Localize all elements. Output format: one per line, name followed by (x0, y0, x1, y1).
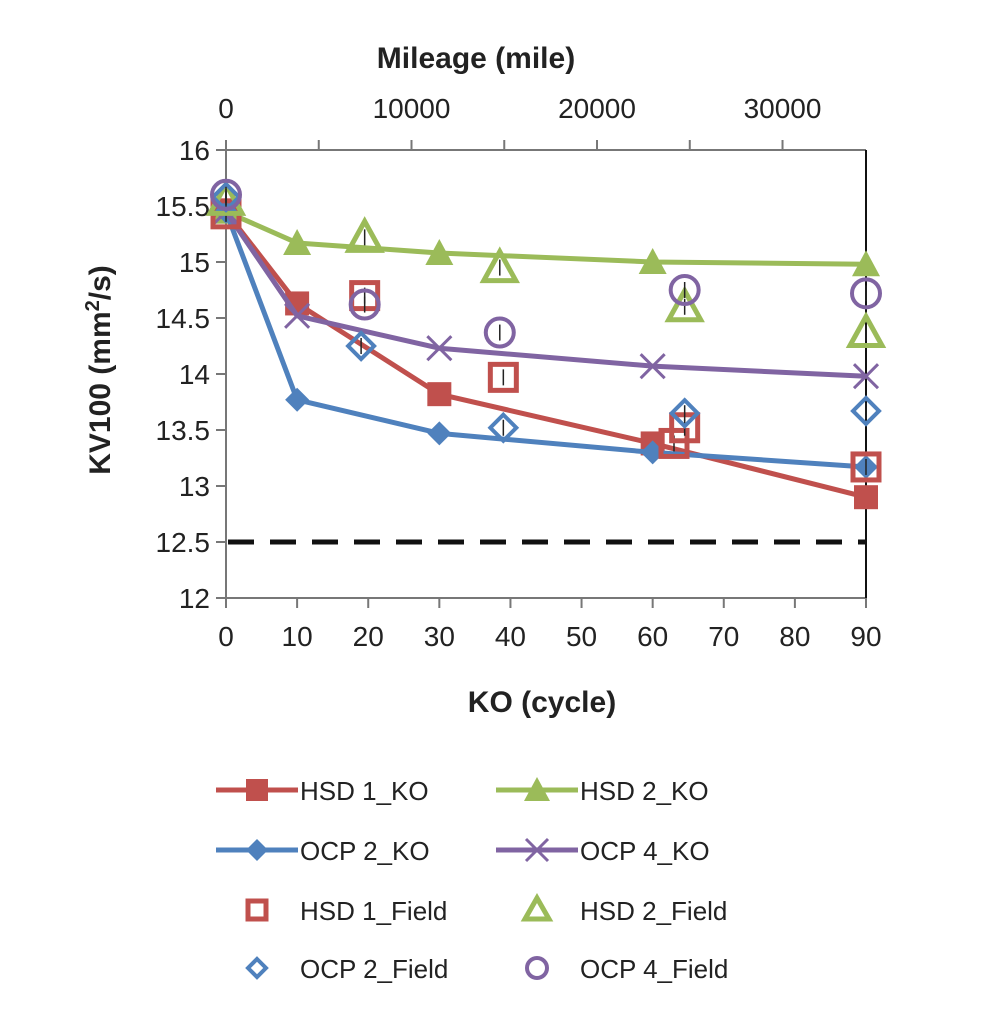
y-tick-label: 13 (179, 471, 210, 502)
ocp-2-ko-line (223, 210, 867, 470)
ocp-4-field-point (850, 277, 882, 310)
x2-tick-label: 10000 (373, 93, 451, 124)
x-tick-label: 20 (353, 621, 384, 652)
y-axis-title: KV100 (mm2/s) (82, 265, 117, 475)
x-tick-label: 90 (850, 621, 881, 652)
legend-marker-hsd-2-ko (524, 777, 550, 801)
legend-label-ocp-2-field: OCP 2_Field (300, 954, 448, 984)
legend-marker-hsd-1-ko (246, 779, 268, 801)
ocp-4-ko-point (284, 302, 311, 329)
ocp-2-ko-point (285, 387, 310, 412)
ocp-4-ko-line (223, 210, 867, 379)
hsd-2-ko-point (283, 228, 312, 255)
x2-axis-title: Mileage (mile) (377, 42, 575, 75)
ocp-2-ko-point (427, 421, 452, 446)
legend-marker-hsd-1-field (245, 898, 269, 922)
legend-marker-ocp-2-ko (246, 839, 268, 861)
hsd-1-ko-point (854, 485, 878, 510)
y-tick-label: 15.5 (156, 191, 211, 222)
plot-area: 12 12.5 13 13.5 14 14.5 15 15.5 16 0 10 20 30 40 50 60 7… (82, 42, 887, 719)
legend-label-ocp-4-ko: OCP 4_KO (580, 836, 710, 866)
hsd-2-ko-line (224, 209, 867, 267)
x-tick-label: 10 (282, 621, 313, 652)
hsd-2-field-point (845, 311, 887, 349)
legend-label-hsd-2-ko: HSD 2_KO (580, 776, 709, 806)
y-tick-label: 14 (179, 359, 210, 390)
legend-label-ocp-4-field: OCP 4_Field (580, 954, 728, 984)
legend-marker-hsd-2-field (520, 892, 554, 922)
hsd-2-field-point (344, 216, 385, 253)
x-tick-label: 40 (495, 621, 526, 652)
x-tick-label: 50 (566, 621, 597, 652)
y-tick-label: 16 (179, 135, 210, 166)
x-tick-label: 80 (779, 621, 810, 652)
y-tick-label: 15 (179, 247, 210, 278)
hsd-1-field-point (850, 451, 882, 483)
ocp-2-field-point (487, 411, 520, 444)
x-stroke (852, 363, 880, 390)
x-tick-label: 60 (637, 621, 668, 652)
ocp-4-field-point (348, 288, 381, 321)
x-tick-label: 30 (424, 621, 455, 652)
y-tick-label: 14.5 (156, 303, 211, 334)
legend-label-hsd-1-field: HSD 1_Field (300, 896, 447, 926)
hsd-1-ko-line (224, 210, 867, 500)
x2-tick-label: 20000 (558, 93, 636, 124)
ocp-2-field-point (850, 395, 882, 427)
y-tick-label: 12 (179, 583, 210, 614)
legend-label-ocp-2-ko: OCP 2_KO (300, 836, 430, 866)
hsd-2-field-point (664, 285, 705, 323)
x2-tick-label: 0 (218, 93, 234, 124)
ocp-4-ko-point (639, 353, 666, 380)
x-tick-label: 70 (708, 621, 739, 652)
x-stroke (639, 353, 666, 380)
hsd-2-field-point (479, 246, 521, 284)
x-axis-title: KO (cycle) (468, 686, 616, 719)
hsd-2-field-point (205, 179, 247, 216)
x-stroke (284, 302, 311, 329)
ocp-4-field-point (483, 316, 516, 349)
x-stroke (524, 837, 550, 863)
ocp-4-ko-point (852, 363, 880, 390)
ocp-4-field-point (668, 274, 701, 306)
legend-marker-ocp-2-field (245, 956, 269, 980)
hsd-2-ko-point (638, 248, 667, 274)
hsd-2-ko-point (425, 239, 454, 266)
ocp-4-ko-point (426, 335, 453, 362)
y-tick-label: 12.5 (156, 527, 211, 558)
legend-marker-ocp-4-ko (524, 837, 550, 863)
hsd-1-field-point (487, 361, 519, 393)
x-tick-label: 0 (218, 621, 234, 652)
x-stroke (426, 335, 453, 362)
ocp-2-field-point (345, 330, 377, 362)
ocp-2-field-point (668, 397, 701, 430)
y-tick-label: 13.5 (156, 415, 211, 446)
legend: HSD 1_KO HSD 2_KO OCP 2_KO OCP 4_KO HSD 1_Fi… (216, 776, 728, 984)
legend-label-hsd-2-field: HSD 2_Field (580, 896, 727, 926)
legend-label-hsd-1-ko: HSD 1_KO (300, 776, 429, 806)
hsd-2-ko-point (852, 250, 880, 277)
hsd-1-ko-point (427, 382, 452, 407)
x2-tick-label: 30000 (744, 93, 822, 124)
legend-marker-ocp-4-field (525, 956, 549, 980)
ocp-4-field-point (210, 178, 242, 211)
